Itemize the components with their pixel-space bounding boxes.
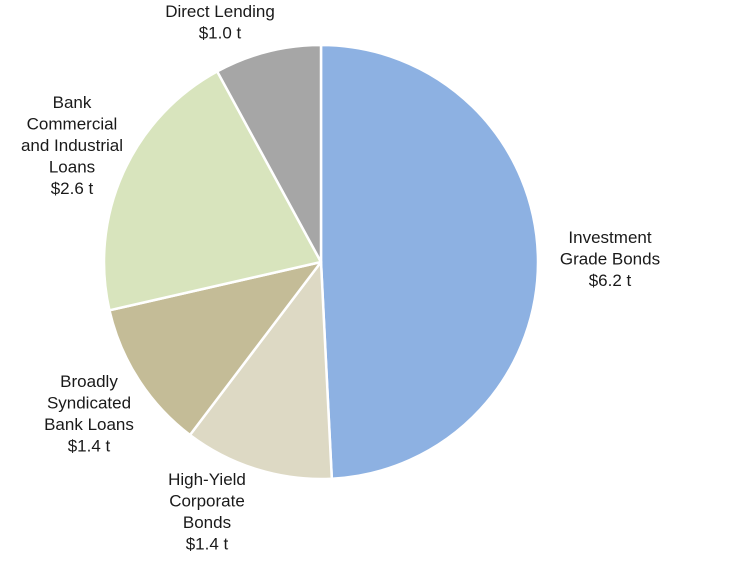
pie-slice-high-yield-corporate-bonds <box>188 260 334 481</box>
slice-label-line: $1.4 t <box>186 535 229 554</box>
slice-label-line: Bank Loans <box>44 415 134 434</box>
slice-label-line: Commercial <box>27 115 118 134</box>
slice-label-line: Corporate <box>169 492 245 511</box>
slice-label-line: Investment <box>568 228 651 247</box>
slice-label-line: Bonds <box>183 513 231 532</box>
slice-label-line: $1.0 t <box>199 24 242 43</box>
slice-label-line: $1.4 t <box>68 437 111 456</box>
slice-label-line: High-Yield <box>168 470 246 489</box>
pie-labels: Investment Grade Bonds $6.2 t High-Yield Cor… <box>21 2 660 554</box>
pie-slice-investment-grade-bonds <box>319 43 540 480</box>
pie-slice-bank-commercial-and-industrial-loans <box>102 70 323 312</box>
slice-label-line: Bank <box>53 93 92 112</box>
pie-slice-broadly-syndicated-bank-loans <box>108 260 323 437</box>
slice-label-high-yield-corporate-bonds: High-Yield Corporate Bonds $1.4 t <box>168 470 246 554</box>
pie-slice-direct-lending <box>215 43 323 264</box>
slice-label-line: $2.6 t <box>51 179 94 198</box>
slice-label-line: Grade Bonds <box>560 250 660 269</box>
slice-label-bank-commercial-and-industrial-loans: Bank Commercial and Industrial Loans $2.6 t <box>21 93 123 198</box>
pie-slices <box>102 43 540 481</box>
slice-label-line: Syndicated <box>47 394 131 413</box>
slice-label-line: Loans <box>49 158 95 177</box>
slice-label-line: Direct Lending <box>165 2 275 21</box>
slice-label-line: Broadly <box>60 372 118 391</box>
slice-label-broadly-syndicated-bank-loans: Broadly Syndicated Bank Loans $1.4 t <box>44 372 134 456</box>
slice-label-direct-lending: Direct Lending $1.0 t <box>165 2 275 43</box>
slice-label-line: $6.2 t <box>589 271 632 290</box>
slice-label-investment-grade-bonds: Investment Grade Bonds $6.2 t <box>560 228 660 290</box>
slice-label-line: and Industrial <box>21 136 123 155</box>
